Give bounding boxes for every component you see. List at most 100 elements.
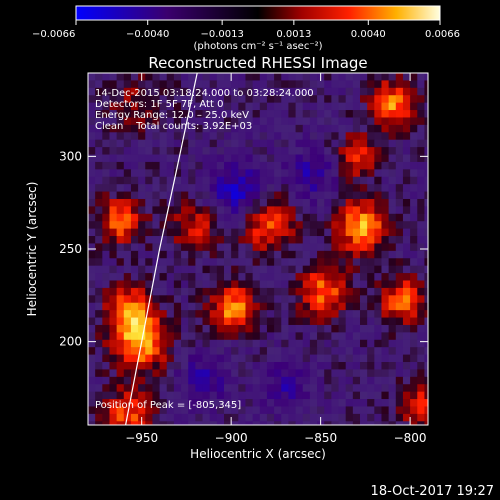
image-pixel (224, 317, 232, 326)
image-pixel (309, 191, 318, 200)
image-pixel (266, 184, 275, 192)
image-pixel (116, 362, 125, 370)
image-pixel (95, 154, 103, 163)
image-pixel (374, 80, 382, 89)
image-pixel (95, 332, 103, 341)
image-pixel (274, 102, 282, 111)
image-pixel (266, 236, 275, 244)
image-pixel (231, 169, 239, 178)
image-pixel (410, 161, 418, 170)
image-pixel (309, 354, 318, 363)
image-pixel (259, 191, 268, 200)
image-pixel (417, 117, 425, 126)
image-pixel (417, 161, 425, 170)
image-pixel (395, 391, 404, 400)
image-pixel (381, 132, 390, 141)
image-pixel (266, 324, 275, 333)
image-pixel (395, 406, 404, 415)
image-pixel (109, 369, 118, 378)
image-pixel (381, 250, 390, 259)
image-pixel (274, 250, 282, 259)
image-pixel (138, 236, 146, 244)
image-pixel (259, 176, 268, 185)
image-pixel (109, 332, 118, 341)
image-pixel (252, 169, 261, 178)
image-pixel (231, 221, 239, 230)
image-pixel (166, 73, 175, 81)
image-pixel (109, 206, 118, 215)
image-pixel (367, 236, 375, 244)
colorbar-tick-label: 0.0066 (425, 29, 460, 40)
colorbar-gradient (75, 5, 441, 21)
image-pixel (317, 132, 325, 141)
image-pixel (374, 73, 382, 81)
image-pixel (274, 236, 282, 244)
image-pixel (145, 384, 153, 393)
image-pixel (202, 176, 211, 185)
image-pixel (116, 332, 125, 341)
image-pixel (209, 265, 218, 274)
image-pixel (331, 95, 339, 104)
image-pixel (188, 406, 196, 415)
image-pixel (388, 399, 397, 407)
image-pixel (181, 399, 189, 407)
image-pixel (288, 369, 296, 378)
image-pixel (281, 102, 289, 111)
image-pixel (130, 147, 139, 155)
image-pixel (152, 95, 160, 104)
image-pixel (374, 147, 382, 155)
image-pixel (195, 324, 203, 333)
image-pixel (188, 169, 196, 178)
y-tick-label: 200 (59, 335, 82, 349)
image-pixel (274, 413, 282, 422)
image-pixel (381, 295, 390, 304)
image-pixel (352, 295, 361, 304)
image-pixel (130, 384, 139, 393)
image-pixel (224, 184, 232, 192)
image-pixel (424, 132, 428, 141)
image-pixel (374, 310, 382, 318)
image-pixel (138, 198, 146, 207)
image-pixel (166, 302, 175, 311)
image-pixel (216, 302, 225, 311)
image-pixel (116, 102, 125, 111)
image-pixel (95, 132, 103, 141)
image-pixel (302, 384, 311, 393)
image-pixel (295, 95, 304, 104)
image-pixel (152, 317, 160, 326)
image-pixel (159, 95, 168, 104)
image-pixel (138, 132, 146, 141)
image-pixel (345, 265, 354, 274)
image-pixel (238, 80, 246, 89)
image-pixel (123, 362, 132, 370)
image-pixel (123, 250, 132, 259)
image-pixel (388, 191, 397, 200)
image-pixel (145, 132, 153, 141)
image-pixel (352, 280, 361, 289)
image-pixel (209, 406, 218, 415)
image-pixel (138, 369, 146, 378)
image-pixel (145, 191, 153, 200)
image-pixel (367, 154, 375, 163)
image-pixel (360, 406, 368, 415)
image-pixel (381, 332, 390, 341)
image-pixel (216, 332, 225, 341)
image-pixel (288, 110, 296, 118)
image-pixel (424, 161, 428, 170)
image-pixel (331, 102, 339, 111)
image-pixel (95, 228, 103, 237)
image-pixel (123, 236, 132, 244)
image-pixel (123, 147, 132, 155)
image-pixel (274, 317, 282, 326)
image-pixel (188, 206, 196, 215)
image-pixel (173, 413, 182, 422)
image-pixel (130, 369, 139, 378)
image-pixel (138, 95, 146, 104)
image-pixel (331, 228, 339, 237)
image-pixel (181, 362, 189, 370)
image-pixel (224, 169, 232, 178)
image-pixel (410, 87, 418, 96)
image-pixel (231, 87, 239, 96)
image-pixel (252, 191, 261, 200)
image-pixel (402, 87, 411, 96)
